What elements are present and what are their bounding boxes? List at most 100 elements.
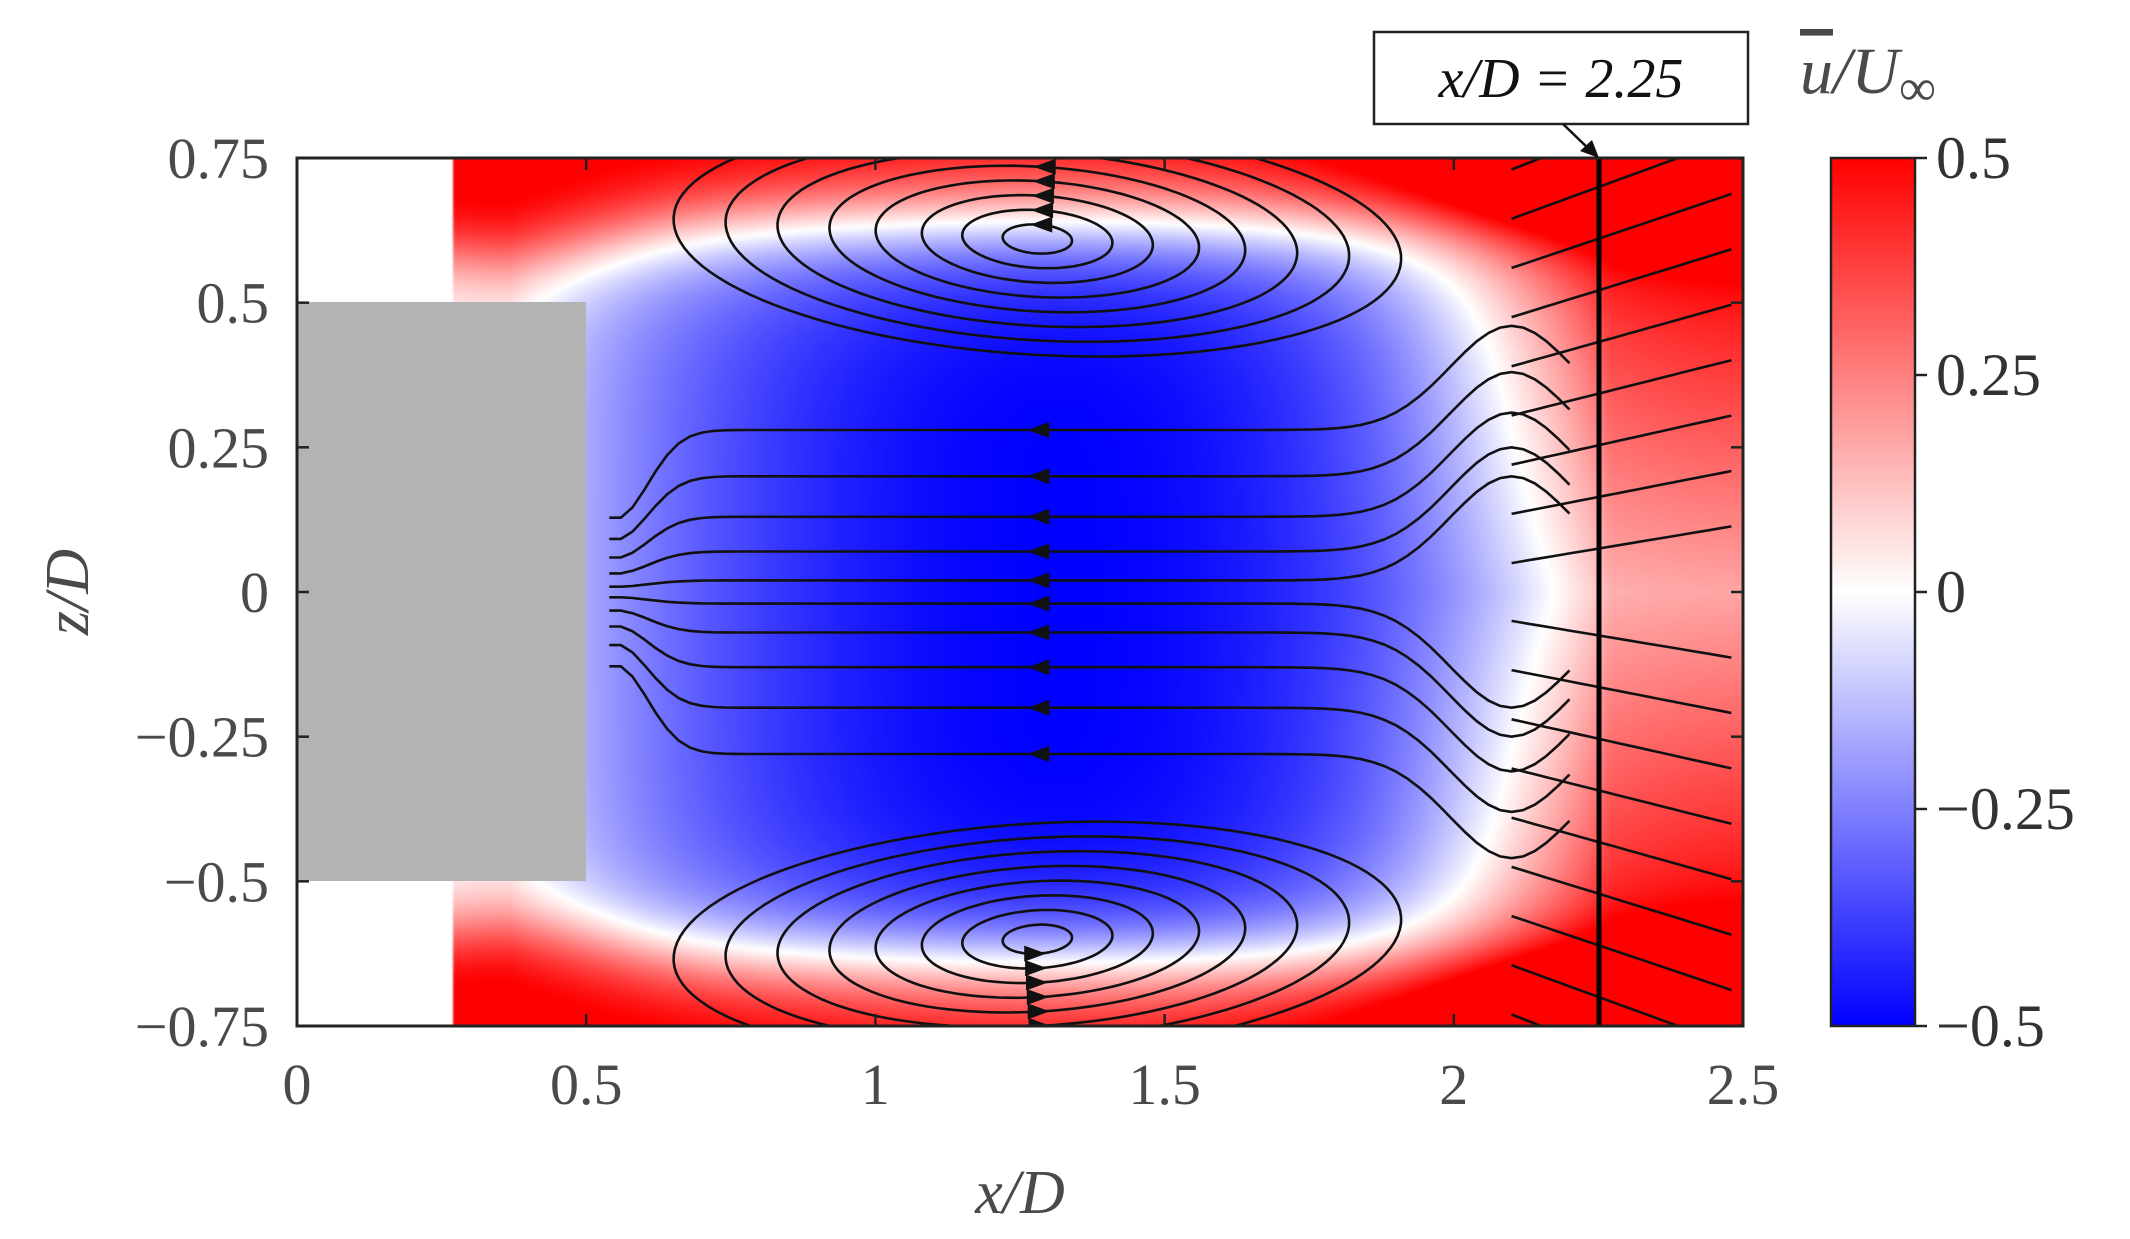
x-tick-label: 1 xyxy=(861,1052,890,1117)
streamline-core xyxy=(609,324,1571,519)
streamline-core xyxy=(609,445,1571,575)
streamline-arrow xyxy=(1027,699,1050,716)
streamline-orbit-bottom xyxy=(874,879,1201,1000)
streamline-arrow xyxy=(1027,746,1050,763)
streamline-arrow xyxy=(1027,1003,1050,1020)
streamline-outflow-top xyxy=(1511,192,1732,270)
x-tick-label: 0 xyxy=(283,1052,312,1117)
streamline-outflow-top xyxy=(1511,158,1682,221)
streamline-arrow xyxy=(1027,659,1050,676)
streamline-arrow xyxy=(1027,468,1050,485)
streamline-arrow xyxy=(1026,988,1049,1005)
colorbar-tick-label: −0.25 xyxy=(1936,776,2075,842)
streamline-arrow xyxy=(1029,1032,1051,1048)
colorbar-label: u/U∞ xyxy=(1800,35,1936,117)
y-tick-label: −0.25 xyxy=(135,705,269,770)
streamline-orbit-bottom xyxy=(672,820,1403,1026)
colorbar-gradient xyxy=(1829,156,1917,1028)
streamline-outflow-bottom xyxy=(1511,619,1732,659)
colorbar-label-u: u xyxy=(1800,35,1833,108)
y-tick-label: −0.5 xyxy=(164,849,269,914)
streamline-orbit-top xyxy=(672,158,1403,358)
colorbar-ticks: 0.5 0.25 0 −0.25 −0.5 xyxy=(1915,125,2075,1059)
streamline-outflow-top xyxy=(1511,248,1732,319)
streamline-orbit-top xyxy=(828,164,1247,314)
streamline-orbit-bottom xyxy=(776,849,1299,1026)
colorbar-tick-label: 0.5 xyxy=(1936,125,2011,191)
colorbar-tick-label: 0 xyxy=(1936,559,1966,625)
streamline-orbit-bottom xyxy=(828,864,1247,1014)
streamline-arrow xyxy=(1032,173,1055,190)
streamline-orbit-top xyxy=(1001,223,1074,255)
annotation: x/D = 2.25 xyxy=(1372,30,1750,158)
annotation-arrowhead xyxy=(1580,140,1599,158)
y-tick-label: −0.75 xyxy=(135,994,269,1059)
colorbar-label-mid: /U xyxy=(1829,35,1903,108)
streamline-arrow xyxy=(1036,115,1058,131)
streamline-arrow xyxy=(1025,974,1048,991)
x-tick-label: 2.5 xyxy=(1707,1052,1780,1117)
colorbar-tick-label: −0.5 xyxy=(1936,993,2045,1059)
streamline-outflow-bottom xyxy=(1511,865,1732,936)
annotation-box xyxy=(1372,30,1750,126)
streamline-arrow xyxy=(1027,421,1050,438)
streamline-outflow-bottom xyxy=(1511,914,1732,992)
streamline-arrow xyxy=(1033,158,1056,175)
streamline-outflow-top xyxy=(1511,303,1732,368)
y-tick-label: 0 xyxy=(240,560,269,625)
streamline-orbit-top xyxy=(776,158,1299,329)
y-ticks: 0.75 0.5 0.25 0 −0.25 −0.5 −0.75 xyxy=(135,126,1743,1059)
streamline-outflow-bottom xyxy=(1511,718,1732,770)
streamline-orbit-top xyxy=(961,208,1114,270)
streamline-arrow xyxy=(1024,945,1047,962)
y-tick-label: 0.25 xyxy=(168,415,270,480)
streamline-orbit-bottom xyxy=(1001,923,1074,956)
streamline-orbit-bottom xyxy=(961,908,1114,970)
x-tick-label: 0.5 xyxy=(550,1052,623,1117)
streamline-arrow xyxy=(1027,543,1050,560)
streamline-outflow-top xyxy=(1511,469,1732,516)
streamline-core xyxy=(609,625,1571,773)
streamline-arrow xyxy=(1035,130,1057,146)
streamline-arrow xyxy=(1028,1017,1051,1026)
streamline-core xyxy=(609,609,1571,739)
plot-area: 0 0.5 1 1.5 2 2.5 0.75 0.5 0.25 0 −0.25 −0.5 −0.75 xyxy=(135,115,1780,1117)
streamline-arrow xyxy=(1031,187,1054,204)
streamline-outflow-bottom xyxy=(1511,767,1732,826)
y-axis-label: z/D xyxy=(34,549,102,636)
y-tick-label: 0.5 xyxy=(197,271,270,336)
streamline-core xyxy=(609,665,1571,860)
streamline-arrow xyxy=(1027,624,1050,641)
y-tick-label: 0.75 xyxy=(168,126,270,191)
colorbar-label-sub: ∞ xyxy=(1899,60,1936,117)
colorbar: 0.5 0.25 0 −0.25 −0.5 u/U∞ xyxy=(1800,35,2075,1059)
streamline-core xyxy=(609,596,1571,710)
streamline-outflow-bottom xyxy=(1511,668,1732,715)
streamline-arrow xyxy=(1027,572,1050,589)
bluff-body xyxy=(297,302,586,881)
streamline-core xyxy=(609,643,1571,814)
streamlines xyxy=(609,115,1732,1063)
streamline-orbit-bottom xyxy=(724,835,1351,1026)
streamline-core xyxy=(609,411,1571,559)
streamline-orbit-top xyxy=(724,158,1351,344)
streamline-outflow-bottom xyxy=(1511,816,1732,881)
streamline-outflow-top xyxy=(1511,358,1732,417)
streamline-orbit-bottom xyxy=(920,893,1155,985)
streamline-arrow xyxy=(1030,1047,1052,1063)
annotation-label: x/D = 2.25 xyxy=(1438,48,1684,110)
colorbar-tick-label: 0.25 xyxy=(1936,342,2041,408)
x-tick-label: 1.5 xyxy=(1128,1052,1201,1117)
streamline-orbit-top xyxy=(920,193,1155,285)
streamline-outflow-top xyxy=(1511,414,1732,466)
x-tick-label: 2 xyxy=(1439,1052,1468,1117)
streamline-outflow-bottom xyxy=(1511,963,1682,1026)
streamline-outflow-top xyxy=(1511,525,1732,565)
streamline-arrow xyxy=(1027,595,1050,612)
x-axis-label: x/D xyxy=(974,1159,1065,1227)
streamline-arrow xyxy=(1030,216,1053,233)
streamline-arrow xyxy=(1027,508,1050,525)
streamline-arrow xyxy=(1031,202,1054,219)
x-ticks: 0 0.5 1 1.5 2 2.5 xyxy=(283,158,1780,1117)
